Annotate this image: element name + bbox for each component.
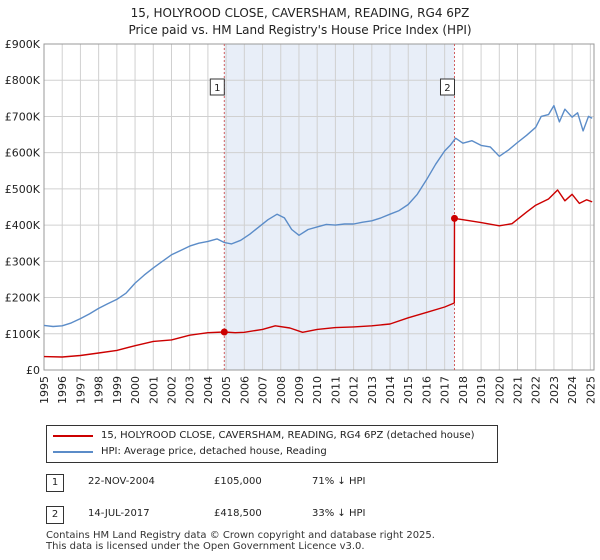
x-tick-label: 2025: [584, 376, 597, 404]
x-tick-label: 2014: [384, 376, 397, 404]
sale-marker-box: [209, 78, 225, 96]
sale-date: 14-JUL-2017: [88, 508, 150, 519]
sale-price: £105,000: [214, 476, 262, 487]
y-tick-label: £800K: [5, 74, 41, 87]
x-tick-label: 1999: [111, 376, 124, 404]
sale-date: 22-NOV-2004: [88, 476, 155, 487]
legend-label-hpi: HPI: Average price, detached house, Read…: [101, 446, 327, 457]
x-tick-label: 2024: [566, 376, 579, 404]
sale-marker-label: 2: [444, 83, 450, 94]
x-tick-label: 1995: [38, 376, 51, 404]
x-tick-label: 1996: [56, 376, 69, 404]
sale-row: 2 14-JUL-2017 £418,500 33% ↓ HPI: [46, 504, 566, 526]
footer-line-licence: This data is licensed under the Open Gov…: [46, 541, 365, 552]
x-tick-label: 1997: [74, 376, 87, 404]
x-tick-label: 2023: [548, 376, 561, 404]
sale-point: [220, 328, 228, 336]
x-tick-label: 2015: [402, 376, 415, 404]
x-tick-label: 2009: [293, 376, 306, 404]
y-tick-label: £300K: [5, 255, 41, 268]
y-tick-label: £0: [26, 364, 40, 377]
sale-marker-box: [439, 78, 455, 96]
legend-swatch-property: [53, 435, 93, 437]
x-tick-label: 2000: [129, 376, 142, 404]
x-tick-label: 2011: [329, 376, 342, 404]
y-tick-label: £200K: [5, 292, 41, 305]
x-tick-label: 2012: [348, 376, 361, 404]
y-tick-label: £500K: [5, 183, 41, 196]
footer: Contains HM Land Registry data © Crown c…: [46, 530, 435, 552]
sale-hpi-diff: 71% ↓ HPI: [312, 476, 366, 487]
x-tick-label: 2018: [457, 376, 470, 404]
y-tick-label: £700K: [5, 110, 41, 123]
hpi-series-line: [43, 104, 593, 328]
legend-label-property: 15, HOLYROOD CLOSE, CAVERSHAM, READING, …: [101, 430, 475, 441]
x-tick-label: 2016: [420, 376, 433, 404]
x-tick-label: 2010: [311, 376, 324, 404]
y-tick-label: £600K: [5, 147, 41, 160]
property-series-line: [43, 189, 593, 358]
sale-hpi-diff: 33% ↓ HPI: [312, 508, 366, 519]
chart-title-subtitle: Price paid vs. HM Land Registry's House …: [128, 23, 472, 37]
x-tick-label: 2020: [493, 376, 506, 404]
x-tick-label: 2021: [512, 376, 525, 404]
footer-line-copyright: Contains HM Land Registry data © Crown c…: [46, 530, 435, 541]
x-tick-label: 2001: [147, 376, 160, 404]
x-tick-label: 2022: [530, 376, 543, 404]
x-tick-label: 1998: [93, 376, 106, 404]
y-tick-label: £100K: [5, 328, 41, 341]
ownership-shaded-region: [224, 44, 455, 370]
x-tick-label: 2003: [184, 376, 197, 404]
price-chart: £0 £100K £200K £300K £400K £500K £600K £700K £80…: [5, 38, 598, 404]
legend-swatch-hpi: [53, 451, 93, 453]
sale-number-badge: 2: [46, 506, 64, 524]
x-tick-label: 2017: [439, 376, 452, 404]
sale-marker-label: 1: [214, 83, 220, 94]
sale-point: [450, 214, 458, 222]
x-tick-label: 2002: [165, 376, 178, 404]
x-tick-label: 2005: [220, 376, 233, 404]
chart-title-address: 15, HOLYROOD CLOSE, CAVERSHAM, READING, …: [130, 6, 470, 20]
x-tick-label: 2007: [257, 376, 270, 404]
x-tick-label: 2013: [366, 376, 379, 404]
x-tick-label: 2004: [202, 376, 215, 404]
y-tick-label: £400K: [5, 219, 41, 232]
legend: 15, HOLYROOD CLOSE, CAVERSHAM, READING, …: [46, 425, 498, 463]
x-tick-label: 2006: [238, 376, 251, 404]
sale-number-badge: 1: [46, 474, 64, 492]
sale-row: 1 22-NOV-2004 £105,000 71% ↓ HPI: [46, 472, 566, 494]
x-tick-label: 2008: [275, 376, 288, 404]
sale-price: £418,500: [214, 508, 262, 519]
plot-border: [43, 43, 595, 371]
x-tick-label: 2019: [475, 376, 488, 404]
y-tick-label: £900K: [5, 38, 41, 51]
